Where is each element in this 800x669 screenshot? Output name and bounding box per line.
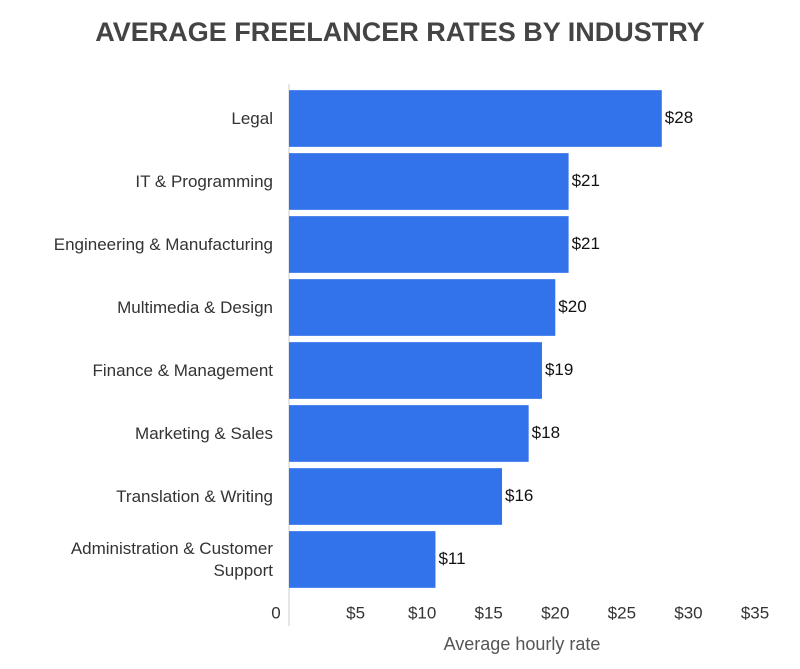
bar bbox=[289, 279, 556, 336]
y-tick-label: IT & Programming bbox=[135, 171, 273, 191]
y-tick-label: Legal bbox=[231, 108, 273, 128]
x-tick-label: $15 bbox=[475, 603, 503, 622]
bar bbox=[289, 90, 662, 147]
data-label: $21 bbox=[572, 234, 600, 253]
data-label: $16 bbox=[505, 486, 533, 505]
bar bbox=[289, 153, 569, 210]
data-label: $28 bbox=[665, 108, 693, 127]
data-label: $19 bbox=[545, 360, 573, 379]
data-label: $18 bbox=[532, 423, 560, 442]
bar bbox=[289, 342, 542, 399]
x-tick-label: $5 bbox=[346, 603, 365, 622]
y-tick-label: Finance & Management bbox=[92, 360, 274, 380]
data-label: $11 bbox=[438, 549, 465, 568]
x-axis-label: Average hourly rate bbox=[444, 634, 601, 654]
x-tick-label: $10 bbox=[408, 603, 436, 622]
x-tick-label: $30 bbox=[674, 603, 702, 622]
y-tick-label: Engineering & Manufacturing bbox=[53, 234, 273, 254]
bar bbox=[289, 531, 436, 588]
x-tick-label: $25 bbox=[608, 603, 636, 622]
x-tick-label: 0 bbox=[271, 603, 280, 622]
chart-title: AVERAGE FREELANCER RATES BY INDUSTRY bbox=[95, 17, 705, 47]
y-tick-label: Multimedia & Design bbox=[117, 297, 273, 317]
y-tick-label: Marketing & Sales bbox=[135, 423, 273, 443]
bar bbox=[289, 216, 569, 273]
y-tick-label: Translation & Writing bbox=[116, 486, 273, 506]
y-tick-label: Administration & Customer Support bbox=[70, 538, 273, 580]
data-label: $21 bbox=[572, 171, 600, 190]
bar bbox=[289, 405, 529, 462]
data-label: $20 bbox=[558, 297, 586, 316]
x-tick-label: $20 bbox=[541, 603, 569, 622]
x-tick-label: $35 bbox=[741, 603, 769, 622]
bar bbox=[289, 468, 503, 525]
